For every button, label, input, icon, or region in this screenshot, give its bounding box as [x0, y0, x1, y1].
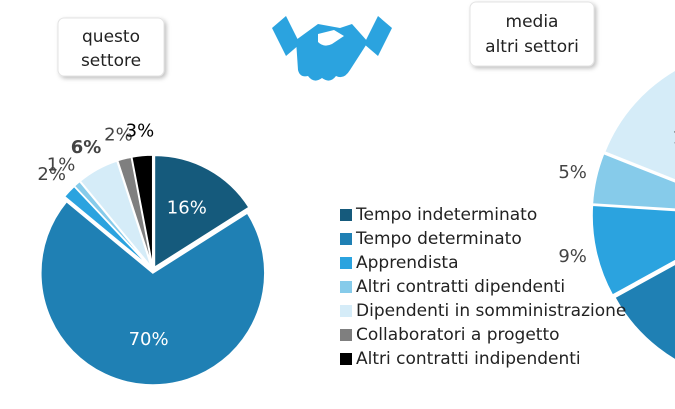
- pie-slice: [591, 204, 675, 297]
- legend-label: Tempo indeterminato: [355, 205, 537, 225]
- title-box: [57, 17, 165, 77]
- legend-swatch: [340, 257, 352, 269]
- data-label: 3%: [126, 121, 155, 142]
- chart-title: altri settori: [485, 37, 579, 57]
- title-box: [469, 1, 595, 67]
- legend-label: Dipendenti in somministrazione: [356, 301, 626, 321]
- data-label: 5%: [558, 162, 587, 183]
- pie-slice: [603, 69, 675, 181]
- pie-slice: [79, 159, 153, 268]
- chart-title: questo: [82, 27, 140, 47]
- legend-swatch: [340, 329, 352, 341]
- legend-swatch: [340, 353, 352, 365]
- legend-label: Altri contratti indipendenti: [356, 349, 581, 369]
- legend-label: Collaboratori a progetto: [356, 325, 560, 345]
- legend-swatch: [340, 305, 352, 317]
- chart-title: settore: [81, 51, 141, 71]
- data-label: 6%: [71, 137, 102, 158]
- data-label: 15%: [673, 127, 675, 148]
- data-label: 2%: [104, 124, 133, 145]
- data-label: 1%: [47, 155, 76, 176]
- legend-swatch: [340, 233, 352, 245]
- chart-title: media: [506, 12, 559, 32]
- pie-slice: [153, 154, 251, 269]
- data-label: 16%: [167, 197, 207, 218]
- pie-slice: [591, 152, 675, 210]
- legend-label: Tempo determinato: [355, 229, 522, 249]
- data-label: 2%: [37, 164, 66, 185]
- pie-slice: [130, 154, 154, 268]
- data-label: 70%: [129, 329, 169, 350]
- legend-label: Apprendista: [356, 253, 459, 273]
- pie-slice: [40, 200, 266, 386]
- legend-label: Altri contratti dipendenti: [356, 277, 565, 297]
- pie-slice: [613, 263, 675, 361]
- legend-swatch: [340, 209, 352, 221]
- legend-swatch: [340, 281, 352, 293]
- handshake-icon: [272, 16, 392, 81]
- data-label: 9%: [558, 246, 587, 267]
